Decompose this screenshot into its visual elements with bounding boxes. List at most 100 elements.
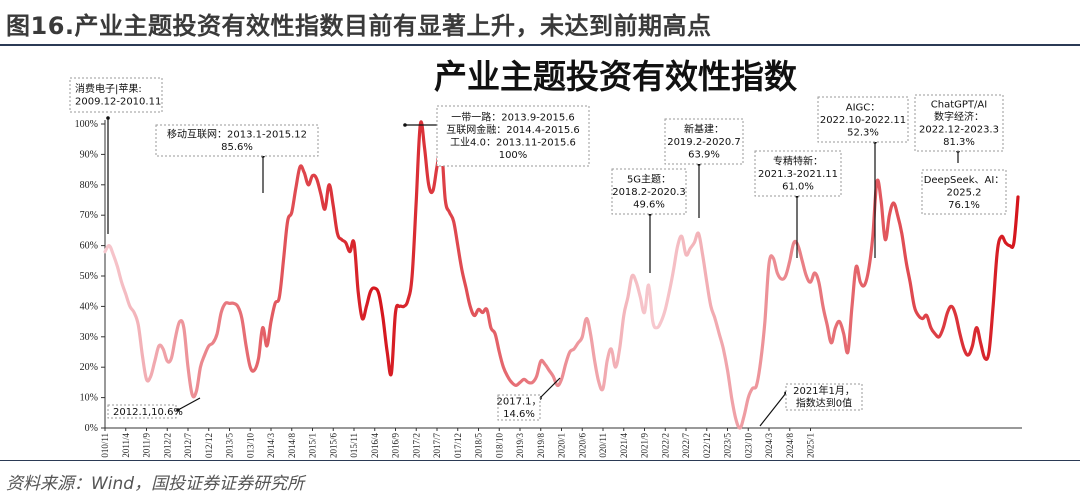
x-tick-label: 2013/5 bbox=[225, 433, 235, 458]
chart-title: 产业主题投资有效性指数 bbox=[434, 57, 798, 96]
y-tick-label: 20% bbox=[80, 362, 98, 373]
x-tick-label: 2024/8 bbox=[785, 433, 795, 458]
x-tick-label: 2022/2 bbox=[660, 433, 670, 458]
x-tick-label: 2012/2 bbox=[162, 433, 172, 458]
annotation-a1: 消费电子|苹果: 2009.12-2010.11 bbox=[69, 77, 163, 113]
x-tick-label: 2017/2 bbox=[411, 433, 421, 458]
annotation-box bbox=[754, 150, 842, 197]
annotation-line: 85.6% bbox=[221, 142, 253, 153]
annotation-line: 工业4.0：2013.11-2015.6 bbox=[450, 137, 576, 149]
y-tick-label: 30% bbox=[80, 332, 98, 343]
annotation-a9: DeepSeek、AI：2025.2 76.1% bbox=[921, 169, 1007, 215]
y-tick-label: 40% bbox=[80, 301, 98, 312]
source-note: 资料来源：Wind，国投证券证券研究所 bbox=[6, 474, 305, 494]
x-tick-label: 2020/1 bbox=[557, 433, 567, 458]
annotation-line: 消费电子|苹果: bbox=[75, 82, 142, 95]
figure-title: 图16.产业主题投资有效性指数目前有显著上升，未达到前期高点 bbox=[6, 12, 712, 40]
x-tick-label: 2019/8 bbox=[536, 433, 546, 458]
annotation-line: 2009.12-2010.11 bbox=[75, 97, 161, 108]
x-tick-label: 2012/12 bbox=[204, 433, 214, 458]
annotation-line: 2022.10-2022.11 bbox=[820, 115, 906, 126]
x-tick-label: 2014/3 bbox=[266, 433, 276, 458]
annotation-line: 81.3% bbox=[943, 137, 975, 148]
x-axis: 2010/11 2011/4 2011/9 2012/2 2012/7 2012/12 20… bbox=[100, 427, 1022, 458]
y-tick-label: 80% bbox=[80, 180, 98, 191]
annotation-line: ChatGPT/AI bbox=[931, 100, 987, 111]
annotation-box bbox=[921, 169, 1007, 215]
annotation-line: 一带一路：2013.9-2015.6 bbox=[451, 111, 575, 124]
x-tick-label: 2015/1 bbox=[308, 433, 318, 458]
x-tick-label: 2018/10 bbox=[494, 433, 504, 458]
x-tick-label: 2023/10 bbox=[743, 433, 753, 458]
x-tick-label: 2022/7 bbox=[681, 433, 691, 458]
annotations: 消费电子|苹果: 2009.12-2010.11 移动互联网：2013.1-2015… bbox=[69, 77, 1007, 421]
annotation-line: 移动互联网：2013.1-2015.12 bbox=[167, 128, 307, 141]
annotation-line: 2017.1， bbox=[497, 397, 542, 408]
x-tick-label: 2015/11 bbox=[349, 433, 359, 458]
x-tick-label: 2018/5 bbox=[474, 433, 484, 458]
annotation-line: 100% bbox=[499, 150, 528, 161]
x-tick-label: 2016/4 bbox=[370, 433, 380, 458]
x-tick-label: 2010/11 bbox=[100, 433, 110, 458]
x-tick-label: 2020/6 bbox=[577, 433, 587, 458]
annotation-line: 数字经济： bbox=[934, 110, 984, 123]
annotation-line: 2025.2 bbox=[947, 187, 982, 198]
x-tick-label: 2021/4 bbox=[619, 433, 629, 458]
x-tick-label: 2022/12 bbox=[702, 433, 712, 458]
leader-dot bbox=[403, 123, 407, 127]
x-tick-label: 2024/3 bbox=[764, 433, 774, 458]
annotation-line: 专精特新： bbox=[773, 154, 823, 167]
y-tick-label: 70% bbox=[80, 210, 98, 221]
leader-line bbox=[177, 397, 201, 411]
x-tick-label: 2017/12 bbox=[453, 433, 463, 458]
annotation-line: 2022.12-2023.3 bbox=[919, 125, 999, 136]
annotation-box bbox=[664, 118, 744, 165]
annotation-line: AIGC： bbox=[846, 102, 881, 113]
annotation-box bbox=[914, 94, 1004, 152]
title-divider bbox=[0, 44, 1080, 46]
annotation-box bbox=[107, 404, 177, 419]
chart: 产业主题投资有效性指数 0% 10% 20% 30% 40% 50% 60% 70% 80% 90… bbox=[69, 57, 1022, 458]
x-tick-label: 2013/10 bbox=[245, 433, 255, 458]
x-tick-label: 2017/7 bbox=[432, 433, 442, 458]
y-tick-label: 60% bbox=[80, 241, 98, 252]
series-group bbox=[103, 120, 1020, 430]
x-tick-label: 2020/11 bbox=[598, 433, 608, 458]
x-tick-label: 2016/9 bbox=[391, 433, 401, 458]
annotation-line: 2021.3-2021.11 bbox=[758, 169, 838, 180]
annotation-line: 2019.2-2020.7 bbox=[667, 137, 741, 148]
annotation-box bbox=[155, 124, 319, 157]
annotation-a10: 2012.1,10.6% bbox=[107, 404, 183, 419]
annotation-line: 52.3% bbox=[847, 127, 879, 138]
y-tick-label: 50% bbox=[80, 271, 98, 282]
annotation-line: 63.9% bbox=[688, 149, 720, 160]
annotation-box bbox=[817, 96, 909, 143]
y-tick-label: 0% bbox=[85, 423, 98, 434]
x-tick-label: 2014/8 bbox=[287, 433, 297, 458]
annotation-box bbox=[611, 168, 687, 215]
footer-divider bbox=[0, 460, 1080, 461]
annotation-a12: 2021年1月，指数达到0值 bbox=[785, 383, 863, 411]
annotation-line: 指数达到0值 bbox=[796, 397, 852, 410]
annotation-line: 2021年1月， bbox=[793, 384, 855, 397]
annotation-box bbox=[785, 383, 863, 411]
leader-line bbox=[539, 377, 561, 399]
annotation-box bbox=[69, 77, 163, 113]
annotation-a5: 新基建： 2019.2-2020.763.9% bbox=[664, 118, 744, 165]
x-tick-label: 2023/5 bbox=[723, 433, 733, 458]
annotation-box bbox=[497, 394, 541, 421]
x-tick-label: 2021/9 bbox=[640, 433, 650, 458]
y-tick-label: 10% bbox=[80, 393, 98, 404]
annotation-box bbox=[436, 105, 590, 167]
leader-dot bbox=[106, 116, 110, 120]
x-tick-label: 2011/4 bbox=[121, 433, 131, 458]
x-tick-label: 2011/9 bbox=[142, 433, 152, 458]
annotation-line: 互联网金融：2014.4-2015.6 bbox=[446, 123, 580, 136]
leader-line bbox=[759, 392, 787, 427]
annotation-line: 76.1% bbox=[948, 200, 980, 211]
annotation-a3: 一带一路：2013.9-2015.6互联网金融：2014.4-2015.6工业4… bbox=[436, 105, 590, 167]
